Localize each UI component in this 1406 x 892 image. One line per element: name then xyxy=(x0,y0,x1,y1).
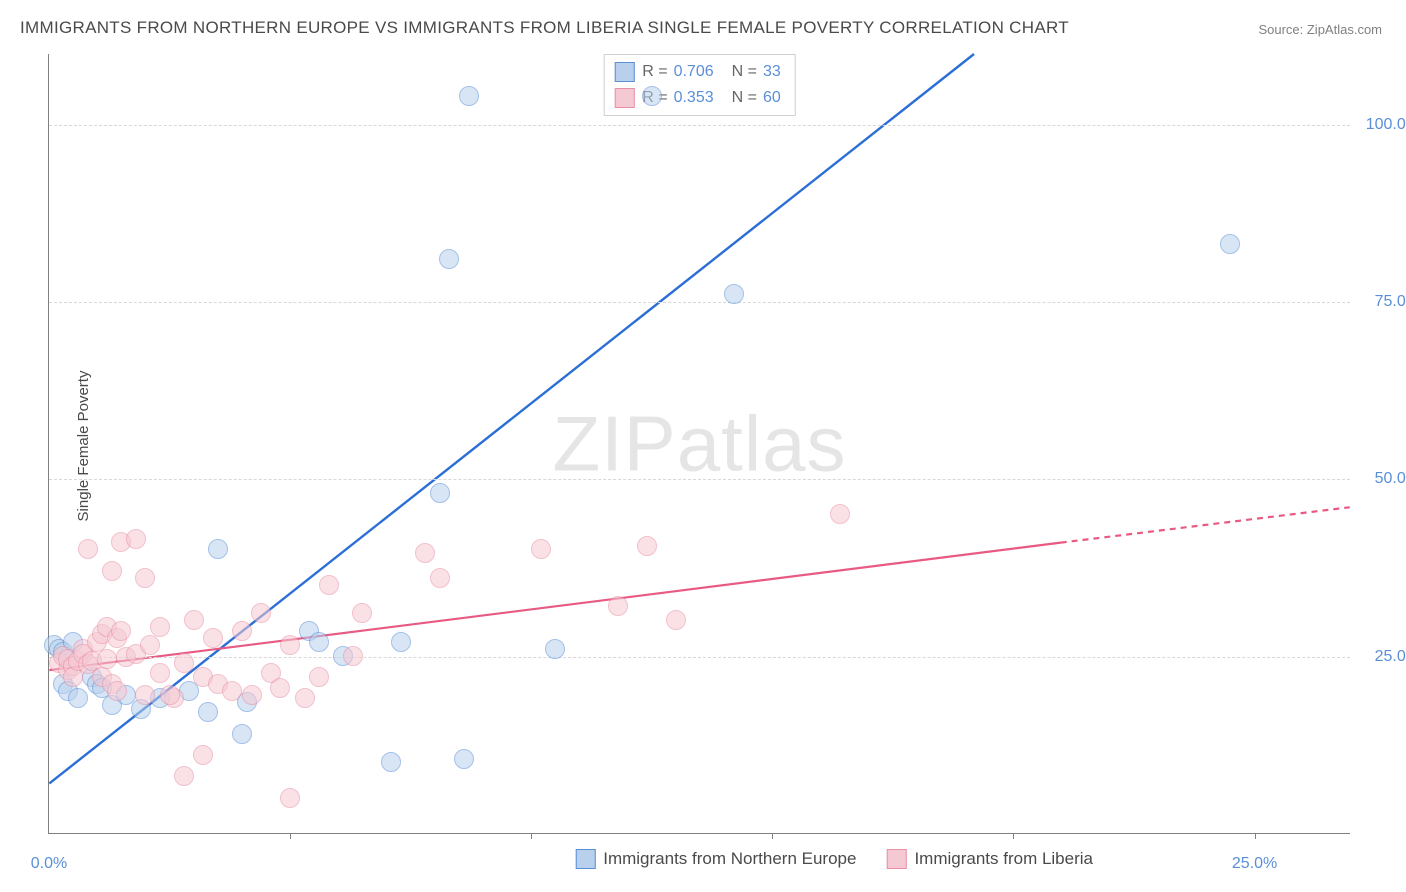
data-point xyxy=(78,539,98,559)
y-tick-label: 75.0% xyxy=(1375,293,1406,311)
chart-plot-area: ZIPatlas R = 0.706 N = 33 R = 0.353 N = … xyxy=(48,54,1350,834)
chart-title: IMMIGRANTS FROM NORTHERN EUROPE VS IMMIG… xyxy=(20,18,1069,38)
y-tick-label: 25.0% xyxy=(1375,648,1406,666)
data-point xyxy=(140,635,160,655)
legend-label-0: Immigrants from Northern Europe xyxy=(603,849,856,869)
data-point xyxy=(208,539,228,559)
y-tick-label: 100.0% xyxy=(1366,116,1406,134)
data-point xyxy=(415,543,435,563)
data-point xyxy=(160,685,180,705)
data-point xyxy=(251,603,271,623)
data-point xyxy=(391,632,411,652)
data-point xyxy=(1220,234,1240,254)
r-label: R = xyxy=(642,59,667,85)
data-point xyxy=(135,685,155,705)
data-point xyxy=(203,628,223,648)
swatch-series-1 xyxy=(614,88,634,108)
data-point xyxy=(280,635,300,655)
data-point xyxy=(459,86,479,106)
correlation-legend: R = 0.706 N = 33 R = 0.353 N = 60 xyxy=(603,54,796,116)
data-point xyxy=(102,561,122,581)
data-point xyxy=(198,702,218,722)
n-label: N = xyxy=(732,59,757,85)
data-point xyxy=(184,610,204,630)
n-value-1: 60 xyxy=(763,85,781,111)
data-point xyxy=(430,568,450,588)
data-point xyxy=(309,632,329,652)
data-point xyxy=(68,688,88,708)
x-tick xyxy=(290,833,291,839)
data-point xyxy=(270,678,290,698)
grid-line-h xyxy=(49,302,1350,303)
data-point xyxy=(135,568,155,588)
data-point xyxy=(830,504,850,524)
legend-item-0: Immigrants from Northern Europe xyxy=(575,849,856,869)
data-point xyxy=(545,639,565,659)
data-point xyxy=(97,649,117,669)
source-attribution: Source: ZipAtlas.com xyxy=(1258,22,1382,37)
legend-item-1: Immigrants from Liberia xyxy=(886,849,1093,869)
data-point xyxy=(642,86,662,106)
data-point xyxy=(309,667,329,687)
x-tick xyxy=(531,833,532,839)
trend-lines-layer xyxy=(49,54,1350,833)
series-legend: Immigrants from Northern Europe Immigran… xyxy=(575,849,1093,869)
swatch-icon xyxy=(575,849,595,869)
data-point xyxy=(319,575,339,595)
data-point xyxy=(174,766,194,786)
y-tick-label: 50.0% xyxy=(1375,470,1406,488)
data-point xyxy=(430,483,450,503)
r-value-0: 0.706 xyxy=(674,59,714,85)
swatch-icon xyxy=(886,849,906,869)
data-point xyxy=(174,653,194,673)
x-tick xyxy=(1255,833,1256,839)
grid-line-h xyxy=(49,479,1350,480)
trend-line-extrapolated xyxy=(1061,507,1350,542)
x-tick xyxy=(1013,833,1014,839)
grid-line-h xyxy=(49,125,1350,126)
data-point xyxy=(352,603,372,623)
data-point xyxy=(531,539,551,559)
data-point xyxy=(666,610,686,630)
x-tick xyxy=(772,833,773,839)
data-point xyxy=(111,621,131,641)
data-point xyxy=(222,681,242,701)
data-point xyxy=(608,596,628,616)
data-point xyxy=(242,685,262,705)
data-point xyxy=(295,688,315,708)
data-point xyxy=(126,529,146,549)
watermark-text: ZIPatlas xyxy=(552,398,846,489)
r-value-1: 0.353 xyxy=(674,85,714,111)
legend-label-1: Immigrants from Liberia xyxy=(914,849,1093,869)
data-point xyxy=(232,621,252,641)
legend-row-series-0: R = 0.706 N = 33 xyxy=(614,59,781,85)
n-label: N = xyxy=(732,85,757,111)
data-point xyxy=(439,249,459,269)
data-point xyxy=(150,663,170,683)
n-value-0: 33 xyxy=(763,59,781,85)
swatch-series-0 xyxy=(614,62,634,82)
legend-row-series-1: R = 0.353 N = 60 xyxy=(614,85,781,111)
data-point xyxy=(232,724,252,744)
data-point xyxy=(150,617,170,637)
x-tick-label: 0.0% xyxy=(31,855,67,873)
data-point xyxy=(637,536,657,556)
data-point xyxy=(193,745,213,765)
data-point xyxy=(381,752,401,772)
trend-line xyxy=(49,54,974,783)
data-point xyxy=(280,788,300,808)
grid-line-h xyxy=(49,657,1350,658)
data-point xyxy=(724,284,744,304)
x-tick-label: 25.0% xyxy=(1232,855,1277,873)
data-point xyxy=(107,681,127,701)
data-point xyxy=(454,749,474,769)
data-point xyxy=(343,646,363,666)
